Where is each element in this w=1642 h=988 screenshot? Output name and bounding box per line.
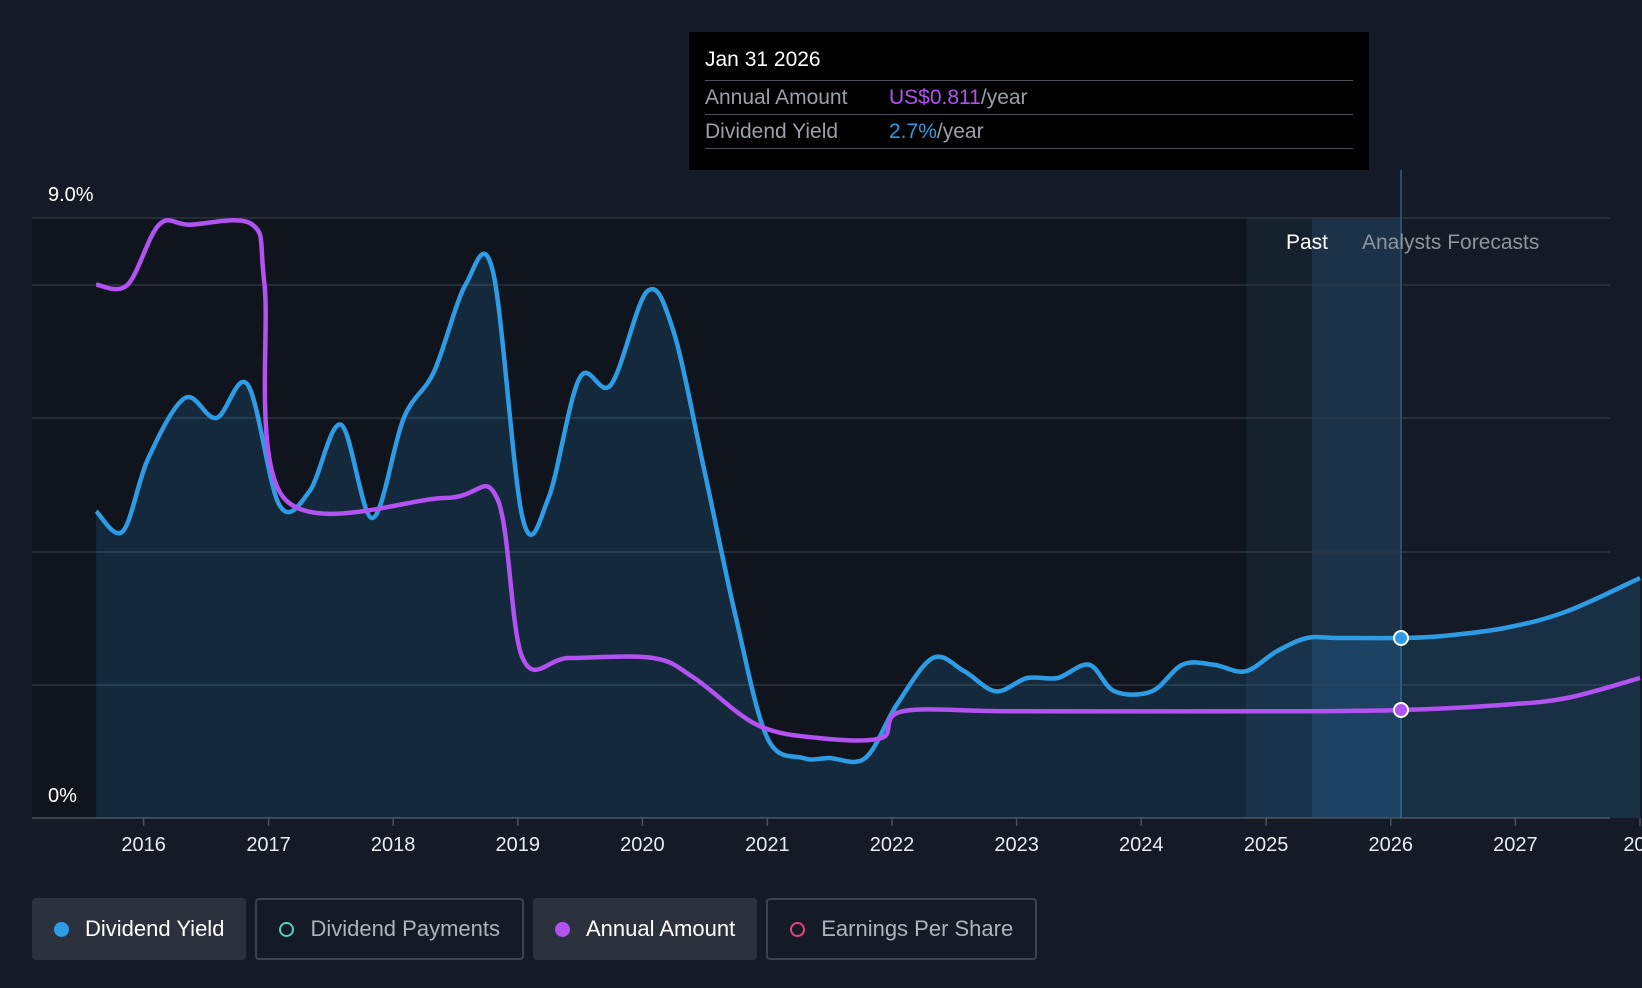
tooltip-row-annual-amount: Annual Amount US$0.811/year	[705, 81, 1353, 115]
x-tick-label: 2026	[1369, 834, 1414, 856]
x-tick-label: 2017	[246, 834, 291, 856]
past-label: Past	[1286, 231, 1328, 254]
annual-amount-dot-icon	[554, 921, 570, 937]
legend-annual-amount[interactable]: Annual Amount	[532, 898, 758, 960]
annual-amount-marker	[1393, 702, 1410, 718]
x-tick-label: 2021	[745, 834, 790, 856]
tooltip-row-dividend-yield: Dividend Yield 2.7%/year	[705, 115, 1353, 149]
past-band-highlight	[1312, 218, 1402, 818]
dividend-yield-dot-icon	[54, 921, 69, 937]
legend-dividend-yield[interactable]: Dividend Yield	[32, 898, 247, 960]
y-tick-label: 0%	[48, 785, 77, 807]
tooltip-label: Dividend Yield	[705, 120, 839, 143]
dividend-yield-area	[96, 253, 1641, 818]
x-tick-label: 2019	[496, 834, 541, 856]
y-tick-label: 9.0%	[48, 184, 94, 206]
x-tick-label: 2018	[371, 834, 416, 856]
forecast-label: Analysts Forecasts	[1362, 231, 1539, 254]
dividend-payments-ring-icon	[279, 921, 295, 937]
legend-earnings-per-share[interactable]: Earnings Per Share	[766, 898, 1038, 960]
x-tick-label: 2025	[1244, 834, 1289, 856]
legend-label: Dividend Payments	[310, 916, 500, 941]
earnings-per-share-ring-icon	[790, 921, 806, 937]
tooltip-date: Jan 31 2026	[705, 46, 1353, 81]
legend-label: Annual Amount	[585, 916, 736, 941]
x-tick-label: 2024	[1119, 834, 1164, 856]
hover-tooltip: Jan 31 2026 Annual Amount US$0.811/year D…	[689, 32, 1369, 170]
legend-label: Earnings Per Share	[821, 916, 1014, 941]
annual-amount-line	[95, 218, 1641, 743]
tooltip-unit: /year	[936, 120, 984, 143]
dividend-yield-marker	[1393, 630, 1410, 646]
tooltip-value: 2.7%	[889, 120, 937, 143]
x-tick-label: 2023	[994, 834, 1039, 856]
x-tick-label: 2027	[1493, 834, 1538, 856]
x-tick-label: 2020	[620, 834, 665, 856]
tooltip-label: Annual Amount	[705, 86, 848, 109]
dividend-yield-line	[94, 251, 1641, 765]
legend: Dividend Yield Dividend Payments Annual …	[32, 898, 1038, 960]
legend-label: Dividend Yield	[85, 916, 225, 941]
x-tick-label: 202	[1623, 834, 1642, 856]
legend-dividend-payments[interactable]: Dividend Payments	[255, 898, 524, 960]
x-tick-label: 2016	[121, 834, 166, 856]
x-tick-label: 2022	[870, 834, 915, 856]
tooltip-value: US$0.811	[889, 86, 981, 109]
tooltip-unit: /year	[980, 86, 1028, 109]
